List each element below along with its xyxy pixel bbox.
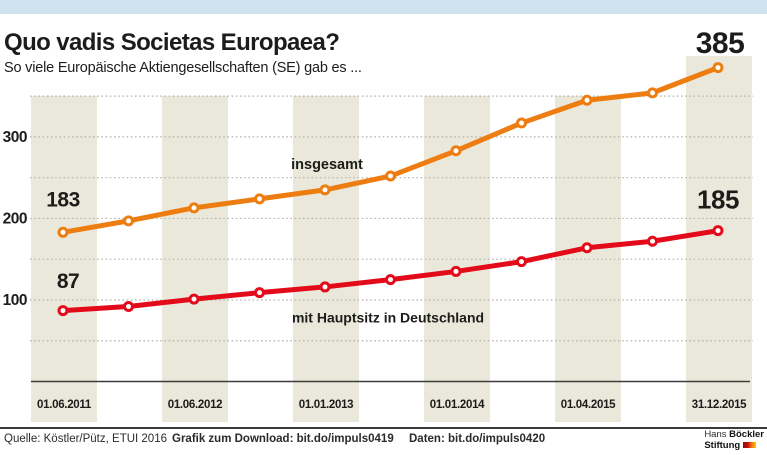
alternating-band [686, 56, 752, 422]
x-axis-label: 01.06.2011 [37, 399, 92, 411]
hbs-logo-boeckler: Böckler [729, 429, 764, 440]
data-point-marker-germany [123, 300, 134, 312]
data-point-marker-total [254, 193, 265, 205]
hbs-logo-stiftung: Stiftung [704, 439, 741, 451]
hbs-logo-hans: Hans [704, 429, 727, 440]
x-axis-label: 01.01.2013 [299, 399, 354, 411]
hbs-logo-line2: Stiftung [704, 439, 764, 452]
hbs-logo-mark [743, 441, 757, 448]
data-point-marker-germany [188, 293, 200, 305]
data-note: Daten: bit.do/impuls0420 [409, 433, 546, 445]
page-subtitle: So viele Europäische Aktiengesellschafte… [4, 60, 362, 76]
data-point-marker-total [647, 87, 658, 99]
data-point-marker-germany [581, 242, 593, 254]
data-point-marker-germany [516, 256, 527, 268]
download-note: Grafik zum Download: bit.do/impuls0419 [172, 433, 394, 445]
data-point-marker-germany [385, 274, 396, 286]
page-title: Quo vadis Societas Europaea? [4, 29, 340, 56]
data-point-marker-germany [647, 235, 658, 247]
data-point-marker-total [57, 226, 69, 238]
series-label-total: insgesamt [291, 157, 363, 173]
y-axis-label: 100 [3, 292, 27, 309]
y-axis-label: 200 [3, 210, 27, 227]
first-value-label-germany: 87 [57, 270, 79, 293]
last-value-label-germany: 185 [697, 185, 739, 215]
data-point-marker-total [385, 170, 396, 182]
top-accent-bar [0, 0, 767, 14]
data-point-marker-total [581, 94, 593, 106]
data-point-marker-total [712, 62, 724, 74]
data-point-marker-germany [450, 265, 462, 277]
x-axis-label: 01.04.2015 [561, 399, 616, 411]
data-point-marker-total [123, 215, 134, 227]
last-value-label-total: 385 [696, 27, 745, 60]
data-point-marker-germany [57, 305, 69, 317]
data-point-marker-total [516, 117, 527, 129]
series-label-germany: mit Hauptsitz in Deutschland [292, 310, 484, 326]
data-point-marker-germany [254, 287, 265, 299]
first-value-label-total: 183 [46, 189, 80, 212]
hbs-logo: Hans Böckler Stiftung [704, 429, 764, 452]
x-axis-label: 31.12.2015 [692, 399, 747, 411]
data-point-marker-total [319, 184, 331, 196]
footer-divider [0, 427, 767, 429]
y-axis-label: 300 [3, 129, 27, 146]
x-axis-label: 01.06.2012 [168, 399, 223, 411]
data-point-marker-total [188, 202, 200, 214]
source-note: Quelle: Köstler/Pütz, ETUI 2016 [4, 433, 167, 445]
data-point-marker-germany [319, 281, 331, 293]
data-point-marker-total [450, 145, 462, 157]
alternating-band [293, 96, 359, 422]
hbs-logo-line1: Hans Böckler [704, 429, 764, 441]
data-point-marker-germany [712, 225, 724, 237]
x-axis-label: 01.01.2014 [430, 399, 485, 411]
